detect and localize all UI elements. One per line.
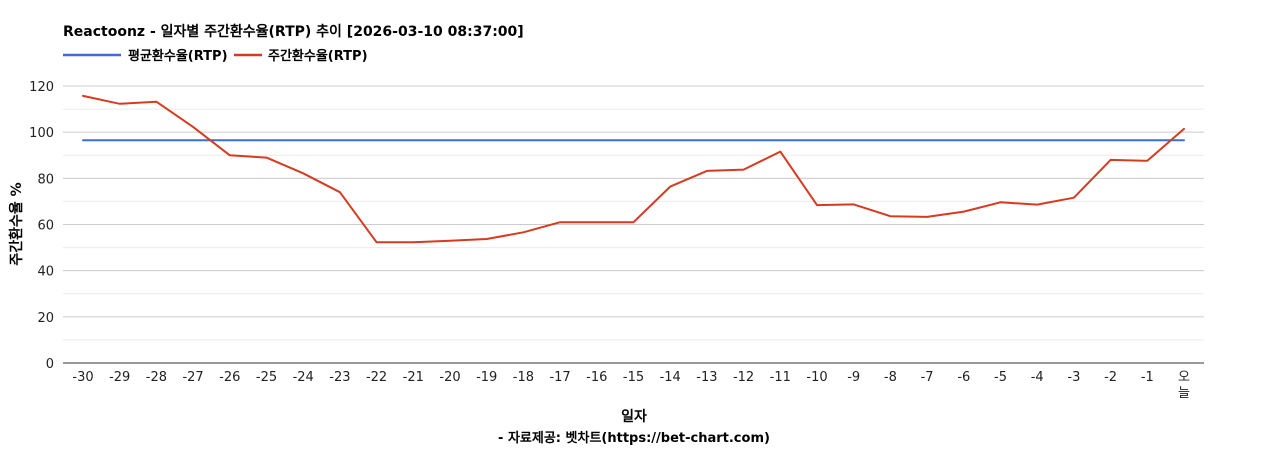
gridlines — [63, 85, 1204, 341]
x-tick-label: -16 — [586, 370, 607, 385]
legend-item-weekly[interactable]: 주간환수율(RTP) — [234, 48, 368, 64]
x-tick-label: -27 — [182, 370, 203, 385]
x-tick-label: -4 — [1031, 370, 1044, 385]
y-tick-label: 80 — [37, 172, 54, 187]
y-tick-label: 100 — [29, 126, 54, 141]
y-tick-label: 40 — [37, 265, 54, 280]
series-line-1 — [82, 94, 1185, 244]
x-tick-label: -2 — [1104, 370, 1117, 385]
x-tick-label: -20 — [439, 370, 460, 385]
x-tick-label: -14 — [660, 370, 681, 385]
x-tick-label: -9 — [847, 370, 860, 385]
x-tick-label: -22 — [366, 370, 387, 385]
legend-label-average: 평균환수율(RTP) — [128, 48, 228, 64]
x-tick-label: -5 — [994, 370, 1007, 385]
x-axis-title: 일자 — [621, 409, 647, 425]
y-tick-label: 20 — [37, 311, 54, 326]
x-tick-label: -10 — [806, 370, 827, 385]
source-credit: - 자료제공: 벳차트(https://bet-chart.com) — [498, 430, 770, 446]
legend: 평균환수율(RTP) 주간환수율(RTP) — [63, 48, 368, 64]
x-tick-label: -11 — [770, 370, 791, 385]
legend-item-average[interactable]: 평균환수율(RTP) — [63, 48, 228, 64]
x-tick-label: -3 — [1067, 370, 1080, 385]
x-tick-label: -21 — [403, 370, 424, 385]
x-tick-label: -7 — [921, 370, 934, 385]
x-tick-label: -1 — [1141, 370, 1154, 385]
x-tick-label: -26 — [219, 370, 240, 385]
series-lines — [82, 94, 1185, 244]
x-tick-label: -6 — [957, 370, 970, 385]
y-axis-ticks: 0 20 40 60 80 100 120 — [29, 80, 54, 372]
x-tick-label: -24 — [293, 370, 314, 385]
x-tick-label: -28 — [146, 370, 167, 385]
x-tick-label: -29 — [109, 370, 130, 385]
x-tick-label: -25 — [256, 370, 277, 385]
y-axis-title: 주간환수율 % — [8, 182, 25, 265]
x-tick-label: -8 — [884, 370, 897, 385]
x-tick-label: -17 — [549, 370, 570, 385]
legend-label-weekly: 주간환수율(RTP) — [268, 48, 368, 64]
x-tick-label: -23 — [329, 370, 350, 385]
y-tick-label: 0 — [46, 357, 54, 372]
x-tick-label: -13 — [696, 370, 717, 385]
x-tick-label: -30 — [72, 370, 93, 385]
y-tick-label: 60 — [37, 219, 54, 234]
x-tick-label: -18 — [513, 370, 534, 385]
y-tick-label: 120 — [29, 80, 54, 95]
x-tick-label: -19 — [476, 370, 497, 385]
chart-title: Reactoonz - 일자별 주간환수율(RTP) 추이 [2026-03-1… — [63, 23, 524, 40]
x-axis-ticks: -30 -29 -28 -27 -26 -25 -24 -23 -22 -21 -20 -19 -18-… — [72, 370, 1190, 401]
x-tick-label: -12 — [733, 370, 754, 385]
x-tick-label: -15 — [623, 370, 644, 385]
